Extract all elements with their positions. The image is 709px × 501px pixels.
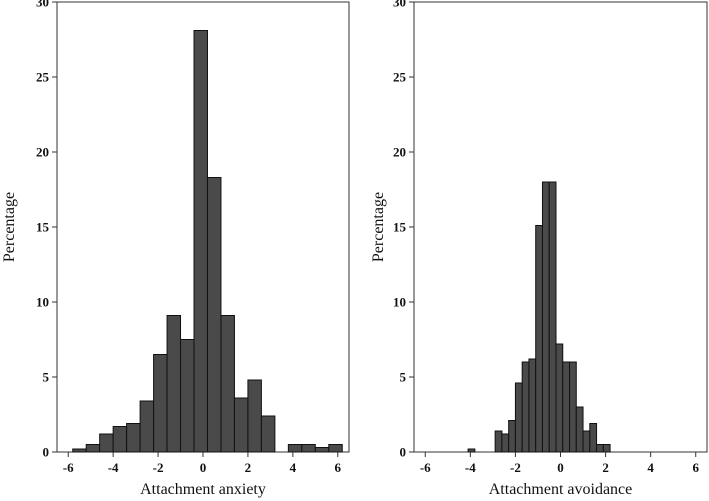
histogram-bar [206,177,222,453]
histogram-bar [233,397,249,453]
histogram-bar [555,343,564,453]
x-tick-label: 0 [557,460,564,475]
histogram-bar [260,415,276,453]
y-tick-label: 0 [400,445,407,460]
histogram-bar [589,423,598,453]
y-tick-label: 15 [36,220,50,235]
y-tick-label: 20 [393,145,406,160]
x-tick-label: 0 [200,460,207,475]
y-axis-title: Percentage [370,192,387,262]
histogram-bar [72,448,87,453]
histogram-bar [508,420,516,453]
histogram-bar [535,225,543,453]
histogram-bar [602,444,611,453]
histogram-bar [85,444,101,453]
histogram-bar [514,382,523,453]
x-tick-label: 4 [290,460,297,475]
histogram-bar [139,400,155,453]
histogram-bar [301,444,316,453]
histogram-bar [501,433,510,453]
histogram-bar [247,379,262,453]
x-tick-label: 4 [647,460,654,475]
y-tick-label: 5 [43,370,50,385]
histogram-bar [596,444,604,453]
x-tick-label: 2 [245,460,252,475]
histogram-bar [328,444,343,453]
x-tick-label: -2 [510,460,521,475]
histogram-bar [153,354,168,453]
histogram-bar [562,361,571,453]
histogram-bar [528,358,537,453]
y-tick-label: 25 [393,70,407,85]
histogram-bar [220,315,235,453]
chart-panel-1: 0 5 10 15 20 25 30 -6 -4 -2 0 2 4 6 Attachment anxiety… [1,0,350,498]
histogram-bar [521,361,530,453]
histogram-bar [193,30,208,453]
y-tick-label: 10 [36,295,49,310]
chart-panel-2: 0 5 10 15 20 25 30 -6 -4 -2 0 2 4 6 Attachment avoidan… [370,0,708,498]
y-tick-label: 15 [393,220,407,235]
y-tick-label: 0 [43,445,50,460]
histogram-bar [467,448,476,453]
histogram-bar [548,181,557,453]
histogram-bar [582,430,591,453]
y-axis-title: Percentage [1,192,18,262]
x-tick-label: -6 [63,460,74,475]
histogram-bar [166,315,182,453]
y-tick-label: 30 [393,0,406,10]
y-tick-label: 25 [36,70,50,85]
histogram-bar [112,426,128,453]
x-tick-label: -4 [108,460,119,475]
x-tick-label: 2 [602,460,609,475]
y-tick-label: 5 [400,370,407,385]
x-axis-title: Attachment anxiety [140,481,266,498]
x-tick-label: -4 [465,460,476,475]
histogram-bar [99,433,114,453]
histogram-bar [126,423,141,453]
histogram-bar [569,361,577,453]
histogram-bar [575,406,584,453]
x-tick-label: -2 [153,460,164,475]
histogram-bar [287,444,303,453]
histogram-bar [180,339,195,453]
y-tick-label: 10 [393,295,406,310]
x-tick-label: -6 [420,460,431,475]
x-axis-title: Attachment avoidance [489,481,633,498]
x-tick-label: 6 [335,460,342,475]
y-tick-label: 30 [36,0,49,10]
histogram-bar [494,430,503,453]
x-tick-label: 6 [692,460,699,475]
y-tick-label: 20 [36,145,49,160]
histogram-bar [541,181,550,453]
histogram-bar [314,447,330,453]
